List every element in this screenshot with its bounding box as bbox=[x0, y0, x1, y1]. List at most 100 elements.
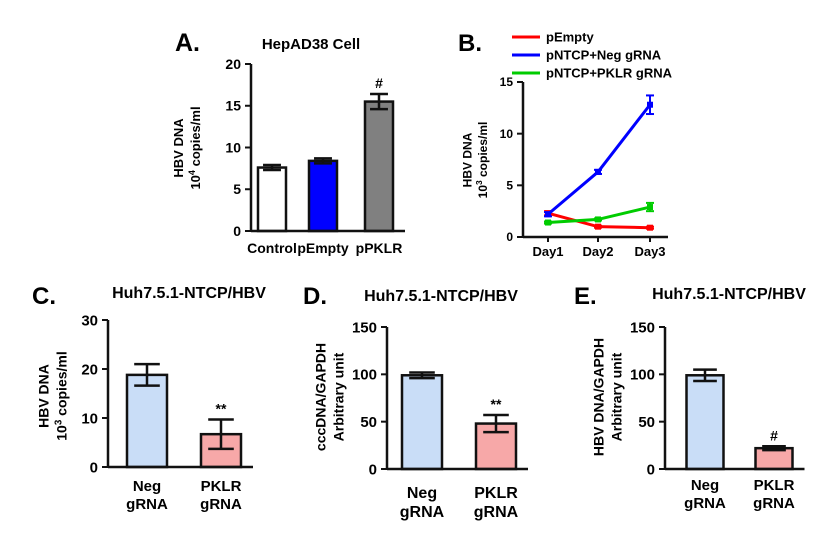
panel-letter: C. bbox=[32, 283, 56, 310]
y-tick-label: 150 bbox=[352, 319, 377, 336]
x-tick-label: Neg bbox=[133, 478, 161, 495]
y-tick-label: 100 bbox=[352, 367, 377, 384]
y-axis-label-line2: 103 copies/ml bbox=[53, 351, 70, 441]
x-tick-label: Neg bbox=[407, 485, 437, 502]
y-tick-label: 0 bbox=[647, 461, 655, 478]
y-axis-label-unit: copies/ml bbox=[476, 122, 490, 181]
bar bbox=[125, 373, 169, 469]
significance-mark: ** bbox=[216, 400, 227, 416]
x-tick-label: gRNA bbox=[400, 504, 445, 521]
data-point bbox=[647, 101, 653, 108]
y-tick-label: 50 bbox=[360, 414, 377, 431]
panel-letter: E. bbox=[574, 283, 597, 310]
x-tick-label: Day1 bbox=[532, 244, 563, 259]
y-axis-label-unit: copies/ml bbox=[188, 106, 203, 170]
y-axis-label-line1: HBV DNA/GAPDH bbox=[590, 338, 606, 456]
x-tick-label: gRNA bbox=[474, 504, 519, 521]
y-axis-label-line2: 104 copies/ml bbox=[187, 106, 203, 189]
y-axis-label-line2: Arbitrary unit bbox=[609, 352, 625, 441]
y-tick-label: 0 bbox=[90, 459, 98, 476]
x-tick-label: Neg bbox=[691, 477, 719, 494]
chart-title: Huh7.5.1-NTCP/HBV bbox=[364, 288, 518, 305]
significance-mark: # bbox=[770, 427, 778, 443]
legend: pEmpty pNTCP+Neg gRNA pNTCP+PKLR gRNA bbox=[512, 30, 673, 81]
panel-letter: B. bbox=[458, 30, 482, 57]
y-tick-label: 15 bbox=[225, 98, 241, 114]
y-axis-label-exponent: 4 bbox=[187, 169, 197, 175]
bar bbox=[685, 374, 725, 471]
data-point bbox=[545, 211, 551, 218]
data-point bbox=[647, 204, 653, 211]
x-tick-label: PKLR bbox=[754, 477, 795, 494]
y-axis-label-exponent: 3 bbox=[53, 419, 64, 425]
x-tick-label: gRNA bbox=[126, 496, 168, 513]
data-point bbox=[545, 219, 551, 226]
y-axis-label: HBV DNA/GAPDH Arbitrary unit bbox=[590, 338, 624, 456]
x-tick-label: gRNA bbox=[684, 495, 726, 512]
x-tick-label: pEmpty bbox=[297, 240, 349, 256]
data-point bbox=[595, 168, 601, 175]
y-tick-label: 10 bbox=[81, 410, 98, 427]
y-tick-label: 150 bbox=[630, 319, 655, 336]
x-tick-label: Day2 bbox=[582, 244, 613, 259]
data-point bbox=[595, 216, 601, 223]
significance-mark: ** bbox=[491, 396, 502, 412]
panel-e: E. Huh7.5.1-NTCP/HBV HBV DNA/GAPDH Arbitrar… bbox=[574, 283, 806, 512]
y-tick-label: 5 bbox=[506, 179, 513, 193]
y-axis-label-line1: cccDNA/GAPDH bbox=[312, 343, 328, 451]
y-tick-label: 15 bbox=[500, 75, 514, 89]
panel-d: D. Huh7.5.1-NTCP/HBV cccDNA/GAPDH Arbitrary… bbox=[303, 283, 528, 521]
y-tick-label: 5 bbox=[233, 181, 241, 197]
data-point bbox=[595, 223, 601, 230]
y-tick-label: 0 bbox=[233, 223, 241, 239]
legend-label: pNTCP+Neg gRNA bbox=[546, 48, 662, 63]
y-axis-label-line1: HBV DNA bbox=[35, 364, 51, 428]
x-tick-label: PKLR bbox=[201, 478, 242, 495]
x-tick-label: Day3 bbox=[634, 244, 665, 259]
y-tick-label: 20 bbox=[225, 56, 241, 72]
x-tick-label: pPKLR bbox=[356, 240, 403, 256]
x-tick-label: PKLR bbox=[474, 485, 518, 502]
chart-title: HepAD38 Cell bbox=[262, 36, 360, 53]
y-axis-label-base: 10 bbox=[476, 185, 490, 199]
y-tick-label: 0 bbox=[506, 230, 513, 244]
bar bbox=[256, 166, 288, 233]
panel-b: B. pEmpty pNTCP+Neg gRNA pNTCP+PKLR gRNA HBV… bbox=[458, 30, 673, 259]
x-tick-label: gRNA bbox=[753, 495, 795, 512]
y-tick-label: 10 bbox=[225, 139, 241, 155]
y-axis-label-line1: HBV DNA bbox=[460, 132, 474, 187]
panel-letter: A. bbox=[175, 29, 200, 57]
data-point bbox=[647, 224, 653, 231]
y-axis-label-line2: 103 copies/ml bbox=[474, 122, 490, 199]
bar bbox=[307, 159, 339, 233]
y-axis-label-base: 10 bbox=[188, 175, 203, 189]
y-axis-label-line1: HBV DNA bbox=[171, 118, 186, 178]
y-tick-label: 50 bbox=[638, 414, 655, 431]
x-tick-label: gRNA bbox=[200, 496, 242, 513]
legend-label: pNTCP+PKLR gRNA bbox=[546, 66, 673, 81]
y-tick-label: 10 bbox=[500, 127, 514, 141]
y-axis-label-line2: Arbitrary unit bbox=[331, 352, 347, 441]
bar bbox=[400, 374, 444, 471]
series bbox=[544, 94, 654, 218]
x-tick-label: Control bbox=[247, 240, 297, 256]
chart-title: Huh7.5.1-NTCP/HBV bbox=[112, 285, 266, 302]
legend-label: pEmpty bbox=[546, 30, 594, 45]
chart-title: Huh7.5.1-NTCP/HBV bbox=[652, 286, 806, 303]
y-axis-label-base: 10 bbox=[54, 425, 70, 441]
y-tick-label: 0 bbox=[369, 461, 377, 478]
y-tick-label: 100 bbox=[630, 367, 655, 384]
y-tick-label: 30 bbox=[81, 312, 98, 329]
bar bbox=[363, 100, 395, 233]
significance-mark: # bbox=[375, 75, 383, 91]
panel-letter: D. bbox=[303, 283, 327, 310]
series bbox=[544, 201, 654, 226]
y-axis-label: cccDNA/GAPDH Arbitrary unit bbox=[312, 343, 346, 451]
